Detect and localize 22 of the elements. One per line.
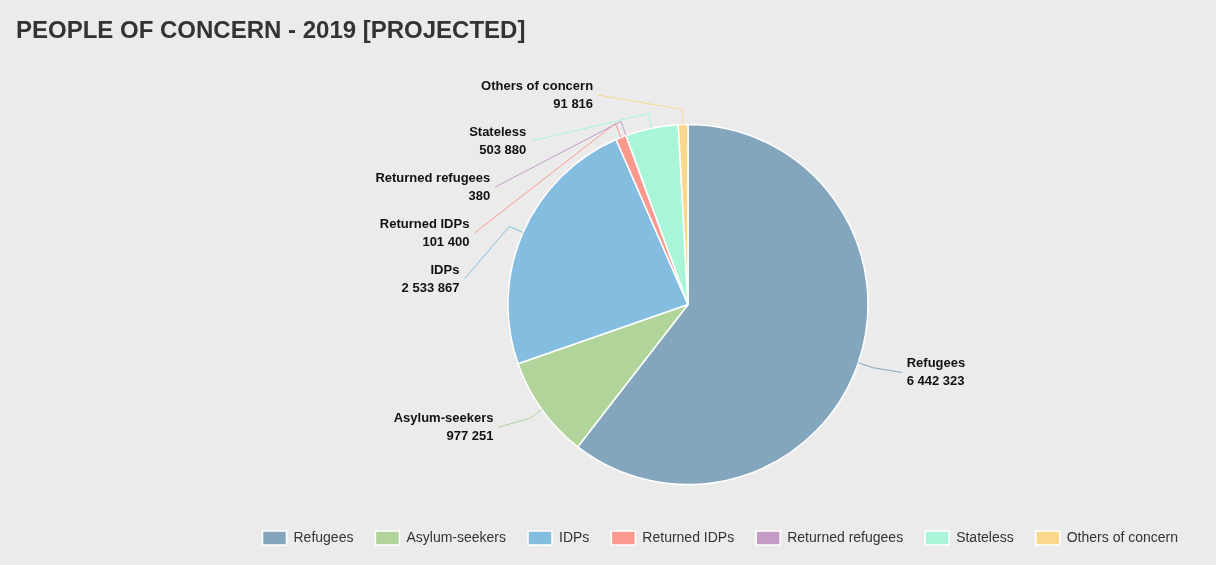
legend-label: Returned refugees bbox=[787, 528, 904, 545]
slice-label: Stateless bbox=[469, 123, 527, 139]
chart-title: PEOPLE OF CONCERN - 2019 [PROJECTED] bbox=[16, 16, 526, 44]
legend-label: Asylum-seekers bbox=[406, 528, 507, 545]
data-label: 2 533 867 bbox=[401, 279, 460, 295]
data-label: 380 bbox=[468, 187, 491, 203]
data-label: 91 816 bbox=[553, 95, 594, 111]
slice-label: Refugees bbox=[906, 355, 966, 371]
legend-label: Refugees bbox=[293, 528, 354, 545]
legend-label: Returned IDPs bbox=[642, 528, 735, 545]
data-label: 503 880 bbox=[479, 141, 527, 157]
data-label: 6 442 323 bbox=[906, 373, 965, 389]
slice-label: Returned IDPs bbox=[379, 215, 470, 231]
slice-label: Asylum-seekers bbox=[393, 409, 494, 425]
slice-label: Others of concern bbox=[481, 77, 594, 93]
legend-label: Stateless bbox=[956, 528, 1014, 545]
data-label: 101 400 bbox=[422, 233, 470, 249]
slice-label: Returned refugees bbox=[375, 169, 491, 185]
legend-label: IDPs bbox=[559, 528, 590, 545]
data-label: 977 251 bbox=[446, 427, 494, 443]
legend-label: Others of concern bbox=[1066, 528, 1179, 545]
slice-label: IDPs bbox=[430, 261, 460, 277]
